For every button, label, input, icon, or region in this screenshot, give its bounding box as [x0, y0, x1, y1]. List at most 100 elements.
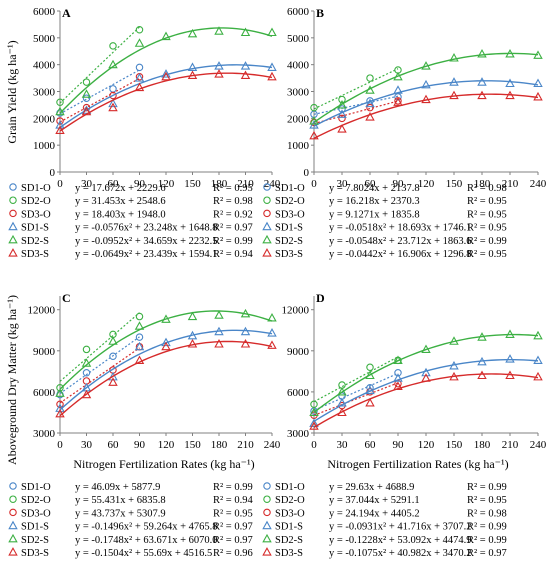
panel-d-point-sd2-s	[533, 330, 543, 340]
panel-c-point-sd3-s	[187, 339, 198, 348]
panel-b-point-sd1-s	[505, 78, 515, 88]
panel-d-legend-equation: y = 37.044x + 5291.1	[329, 495, 420, 506]
panel-c-legend-equation: y = -0.1496x² + 59.264x + 4765.8	[75, 522, 218, 533]
panel-d-legend-marker-sd3-s	[262, 547, 272, 556]
panel-a-point-sd3-s	[81, 106, 92, 116]
panel-d-point-sd1-s	[533, 355, 543, 364]
panel-a-point-sd2-s	[81, 89, 92, 98]
panel-d-point-sd2-s	[421, 344, 431, 354]
panel-c-point-sd3-s	[267, 340, 277, 349]
panel-a-x-tick-label: 60	[108, 178, 120, 190]
panel-d-point-sd1-s	[477, 356, 487, 366]
panel-a-point-sd3-o	[56, 117, 64, 125]
panel-a-legend-r2: R² = 0.95	[213, 183, 253, 194]
panel-a-legend-r2: R² = 0.97	[213, 223, 253, 234]
panel-d-trendline-sd3-o	[313, 382, 399, 416]
panel-b-point-sd3-s	[505, 90, 515, 100]
panel-d-trendline-sd1-o	[313, 372, 399, 411]
panel-a-legend-r2: R² = 0.99	[213, 236, 253, 247]
panel-d-x-tick-label: 90	[393, 439, 405, 451]
panel-c-point-sd1-s	[267, 328, 277, 337]
panel-d-legend-r2: R² = 0.95	[467, 495, 507, 506]
panel-a-legend-name: SD1-O	[21, 183, 51, 194]
panel-d-point-sd3-s	[393, 381, 403, 391]
panel-c-legend-marker-sd3-s	[8, 547, 18, 556]
panel-b-point-sd2-o	[338, 95, 346, 104]
panel-a-legend-name: SD2-S	[21, 236, 49, 247]
panel-c-trendcurve-sd2-s	[59, 310, 273, 390]
panel-a-point-sd2-o	[109, 42, 117, 50]
panel-b-legend-r2: R² = 0.95	[467, 223, 507, 234]
panel-d-point-sd2-s	[365, 370, 375, 380]
panel-d-point-sd2-s	[337, 386, 347, 396]
panel-b-point-sd3-s	[449, 90, 459, 100]
panel-b-point-sd1-s	[393, 85, 403, 94]
panel-d-legend-name: SD2-O	[275, 495, 305, 506]
panel-b-x-tick-label: 90	[393, 178, 405, 190]
panel-b-point-sd2-s	[477, 49, 487, 58]
panel-d-point-sd1-s	[505, 354, 515, 363]
panel-b-point-sd1-s	[337, 109, 347, 118]
panel-a-point-sd2-s	[240, 27, 251, 37]
panel-a-legend-equation: y = -0.0576x² + 23.248x + 1648.8	[75, 223, 218, 234]
panel-b-x-tick-label: 210	[502, 178, 519, 190]
panel-d-point-sd1-s	[337, 397, 347, 407]
panel-d-point-sd1-s	[393, 373, 403, 382]
panel-d-x-tick-label: 150	[446, 439, 463, 451]
panel-b-point-sd3-s	[309, 130, 319, 140]
panel-b-x-tick-label: 150	[446, 178, 463, 190]
panel-d-legend-name: SD2-S	[275, 535, 303, 546]
panel-a-point-sd1-s	[214, 61, 224, 70]
panel-a-point-sd2-s	[55, 106, 65, 116]
panel-d-point-sd3-s	[337, 407, 347, 417]
panel-b-x-tick-label: 240	[530, 178, 547, 190]
panel-d-point-sd2-s	[309, 407, 319, 417]
panel-d-point-sd3-s	[477, 370, 487, 380]
panel-b-legend-equation: y = -0.0518x² + 18.693x + 1746.1	[329, 223, 472, 234]
panel-b-trendcurve-sd3-s	[313, 93, 539, 139]
panel-d-y-tick-label: 3000	[287, 428, 310, 440]
panel-a-trendline-sd3-o	[59, 77, 140, 123]
panel-b-legend-marker-sd3-s	[262, 248, 272, 257]
panel-a-y-tick-label: 3000	[33, 87, 56, 99]
panel-b-point-sd2-s	[337, 99, 347, 109]
panel-b-trendline-sd1-o	[313, 95, 399, 115]
panel-d-x-tick-label: 210	[502, 439, 519, 451]
panel-b-legend-r2: R² = 0.98	[467, 183, 507, 194]
panel-a-point-sd2-o	[82, 78, 91, 86]
panel-b-legend-marker-sd2-o	[263, 196, 271, 204]
panel-c-trendline-sd1-o	[59, 336, 140, 395]
panel-b-point-sd3-o	[338, 114, 346, 123]
panel-c-point-sd1-s	[214, 326, 224, 336]
panel-b-x-tick-label: 180	[474, 178, 491, 190]
panel-d-point-sd2-s	[505, 329, 515, 338]
panel-c-legend-marker-sd2-o	[9, 495, 17, 503]
panel-b-point-sd3-s	[421, 94, 431, 104]
panel-c-x-tick-label: 60	[108, 439, 120, 451]
panel-d-point-sd3-s	[505, 370, 515, 380]
panel-c-x-tick-label: 120	[158, 439, 175, 451]
panel-a-y-tick-label: 6000	[33, 6, 56, 18]
panel-a-point-sd2-o	[56, 98, 64, 106]
panel-a-trendcurve-sd1-s	[59, 64, 273, 128]
panel-b-legend-r2: R² = 0.95	[467, 209, 507, 220]
panel-c-point-sd1-s	[134, 341, 145, 351]
panel-d-point-sd1-o	[394, 368, 402, 377]
panel-b-legend-name: SD2-S	[275, 236, 303, 247]
panel-a-point-sd1-s	[240, 61, 251, 70]
panel-c-point-sd2-s	[108, 336, 118, 345]
panel-a-legend-name: SD1-S	[21, 223, 49, 234]
panel-c-legend-equation: y = 55.431x + 6835.8	[75, 495, 166, 506]
panel-c-point-sd1-s	[55, 403, 65, 412]
panel-d-letter: D	[316, 291, 325, 305]
panel-c-legend-marker-sd2-s	[8, 533, 18, 543]
panel-d-point-sd1-s	[421, 367, 431, 377]
panel-b-legend-equation: y = -0.0442x² + 16.906x + 1296.8	[329, 249, 472, 260]
panel-d-legend-equation: y = -0.1228x² + 53.092x + 4474.9	[329, 535, 472, 546]
panel-b-y-tick-label: 2000	[287, 113, 310, 125]
panel-b-y-tick-label: 6000	[287, 6, 310, 18]
panel-b-point-sd1-s	[533, 78, 543, 88]
panel-b-y-tick-label: 0	[304, 167, 310, 179]
panel-d-point-sd2-s	[393, 355, 403, 364]
